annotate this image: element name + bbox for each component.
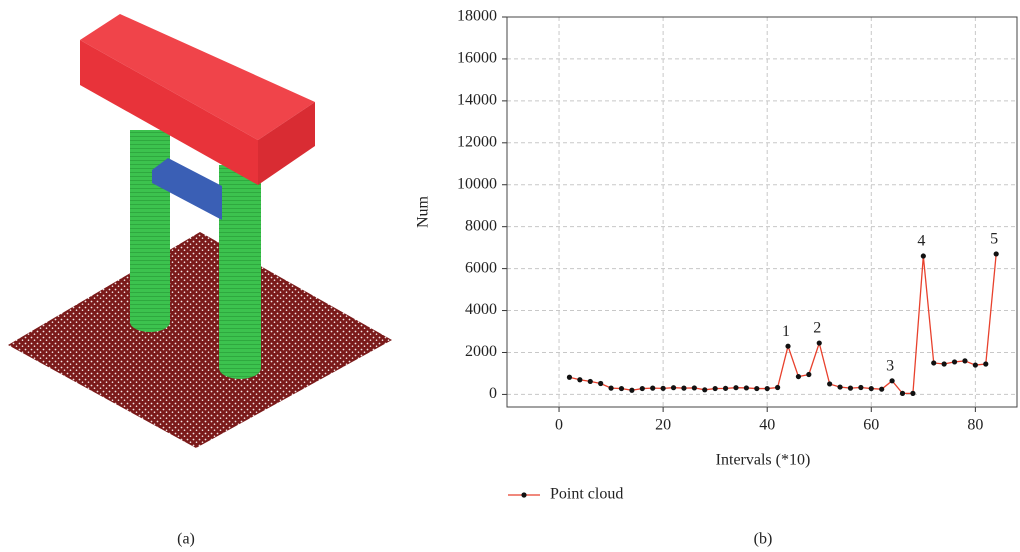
y-tick-label: 8000	[465, 217, 497, 234]
data-point	[931, 360, 936, 365]
data-point	[744, 385, 749, 390]
data-point	[785, 344, 790, 349]
data-point	[983, 361, 988, 366]
data-point	[900, 391, 905, 396]
legend-label: Point cloud	[550, 486, 623, 503]
annotation: 3	[886, 357, 894, 374]
y-axis-label: Num	[415, 195, 432, 228]
data-point	[806, 372, 811, 377]
data-point	[681, 386, 686, 391]
data-point	[848, 386, 853, 391]
data-point	[619, 386, 624, 391]
data-point	[608, 386, 613, 391]
pillar	[219, 165, 261, 379]
data-point	[952, 359, 957, 364]
data-point	[577, 377, 582, 382]
y-tick-label: 4000	[465, 301, 497, 318]
pillar	[130, 130, 170, 332]
y-tick-label: 18000	[457, 8, 497, 25]
page: {"captions": ["(a)", "(b)"], "chart_data…	[0, 0, 1020, 552]
x-axis-label: Intervals (*10)	[716, 452, 811, 469]
y-tick-label: 0	[489, 385, 497, 402]
data-point	[994, 251, 999, 256]
y-tick-label: 16000	[457, 50, 497, 67]
data-point	[765, 386, 770, 391]
data-point	[817, 340, 822, 345]
data-point	[796, 374, 801, 379]
x-tick-label: 0	[555, 417, 563, 434]
data-point	[973, 362, 978, 367]
data-point	[588, 379, 593, 384]
data-point	[733, 385, 738, 390]
data-point	[692, 385, 697, 390]
data-point	[650, 386, 655, 391]
y-tick-label: 12000	[457, 133, 497, 150]
data-point	[661, 386, 666, 391]
data-point	[598, 381, 603, 386]
y-tick-label: 10000	[457, 175, 497, 192]
y-tick-label: 2000	[465, 343, 497, 360]
annotation: 5	[990, 231, 998, 248]
data-point	[858, 385, 863, 390]
data-point	[775, 385, 780, 390]
data-point	[837, 384, 842, 389]
data-point	[910, 391, 915, 396]
caption: (a)	[177, 531, 195, 548]
data-point	[640, 386, 645, 391]
y-tick-label: 14000	[457, 92, 497, 109]
annotation: 4	[917, 233, 925, 250]
figure: (a) (b) Intervals (*10) Num 020004000600…	[0, 0, 1020, 552]
data-point	[671, 385, 676, 390]
data-point	[890, 378, 895, 383]
data-point	[869, 386, 874, 391]
annotation: 1	[782, 323, 790, 340]
data-point	[962, 358, 967, 363]
data-point	[713, 386, 718, 391]
data-point	[921, 253, 926, 258]
x-tick-label: 80	[967, 417, 983, 434]
data-point	[629, 388, 634, 393]
data-point	[702, 387, 707, 392]
data-point	[754, 386, 759, 391]
x-tick-label: 40	[759, 417, 775, 434]
data-point	[879, 387, 884, 392]
x-tick-label: 20	[655, 417, 671, 434]
data-point	[827, 381, 832, 386]
annotation: 2	[813, 320, 821, 337]
point-cloud-illustration	[8, 14, 392, 448]
data-point	[567, 375, 572, 380]
legend-marker	[521, 492, 526, 497]
data-point	[723, 386, 728, 391]
caption: (b)	[754, 531, 773, 548]
x-tick-label: 60	[863, 417, 879, 434]
ground-surface	[8, 232, 392, 448]
plot-frame	[507, 17, 1017, 407]
data-point	[942, 361, 947, 366]
y-tick-label: 6000	[465, 259, 497, 276]
